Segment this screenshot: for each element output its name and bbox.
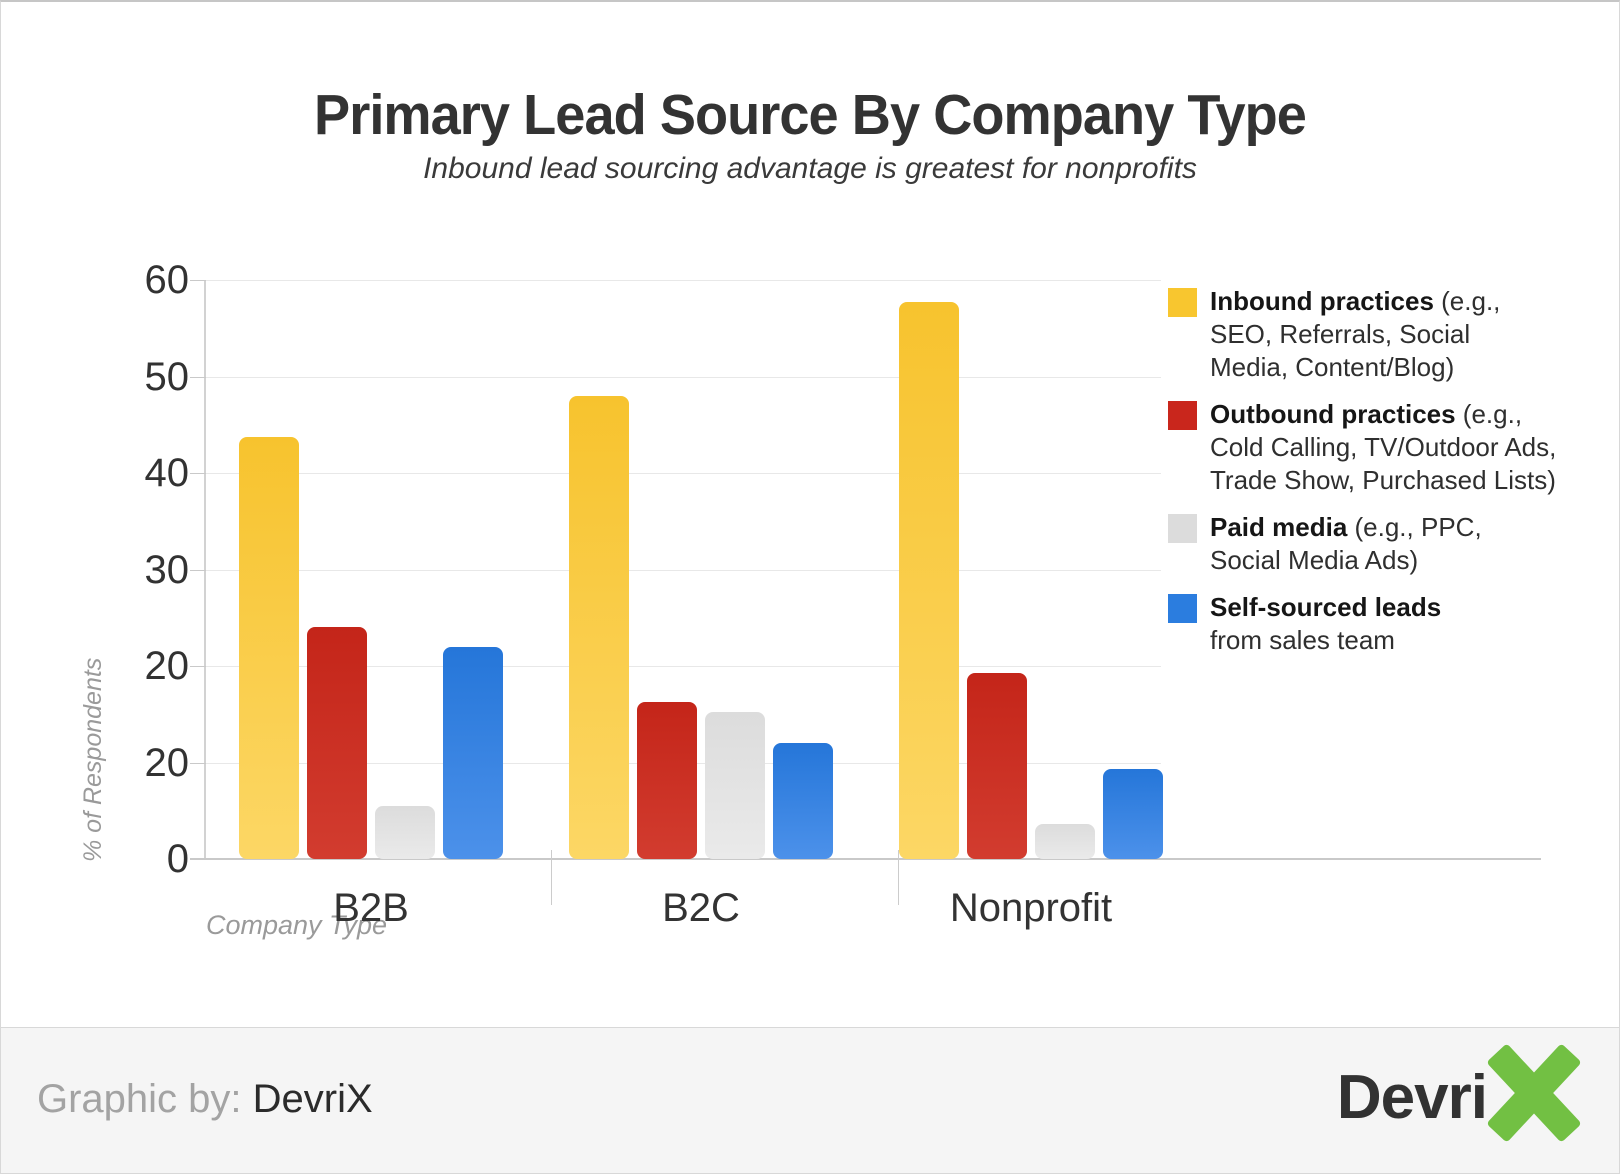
gridline [206, 570, 1161, 571]
legend-item-self-sourced: Self-sourced leads from sales team [1168, 591, 1610, 657]
credit-label: Graphic by: [37, 1077, 253, 1121]
y-tick-label: 40 [144, 451, 190, 495]
legend-swatch-paid-media [1168, 514, 1197, 543]
x-axis-baseline [190, 858, 1541, 860]
devrix-logo: Devri [1336, 1043, 1582, 1143]
legend-label-outbound: Outbound practices (e.g., Cold Calling, … [1210, 399, 1557, 495]
gridline [206, 377, 1161, 378]
bar-b2c-paid-media [705, 712, 765, 859]
bar-nonprofit-self-sourced-leads [1103, 769, 1163, 859]
y-tick-label: 30 [144, 548, 190, 592]
bar-b2b-paid-media [375, 806, 435, 859]
bar-nonprofit-paid-media [1035, 824, 1095, 859]
legend-label-self-sourced: Self-sourced leads from sales team [1210, 592, 1442, 655]
legend-label-inbound: Inbound practices (e.g., SEO, Referrals,… [1210, 286, 1501, 382]
y-axis-tick [190, 570, 206, 571]
gridline [206, 280, 1161, 281]
y-axis-tick [190, 377, 206, 378]
gridline [206, 666, 1161, 667]
bar-nonprofit-outbound-practices [967, 673, 1027, 859]
x-category-label-b2b: B2B [333, 886, 409, 930]
gridline [206, 473, 1161, 474]
y-tick-label: 20 [144, 644, 190, 688]
bar-b2b-outbound-practices [307, 627, 367, 859]
legend-item-inbound: Inbound practices (e.g., SEO, Referrals,… [1168, 285, 1610, 384]
y-tick-label: 50 [144, 355, 190, 399]
legend-label-paid-media: Paid media (e.g., PPC, Social Media Ads) [1210, 512, 1482, 575]
legend-swatch-outbound [1168, 401, 1197, 430]
chart-legend: Inbound practices (e.g., SEO, Referrals,… [1168, 285, 1610, 657]
y-tick-label: 0 [166, 837, 189, 881]
group-separator-tick [898, 850, 899, 905]
y-axis-tick [190, 280, 206, 281]
credit-line: Graphic by: DevriX [37, 1077, 373, 1122]
legend-item-paid-media: Paid media (e.g., PPC, Social Media Ads) [1168, 511, 1610, 577]
bar-b2c-self-sourced-leads [773, 743, 833, 859]
y-tick-label: 60 [144, 258, 190, 302]
group-separator-tick [551, 850, 552, 905]
bar-chart-plot-area: % of Respondents Company Type 60 50 40 30 20… [1, 2, 1619, 1002]
devrix-logo-text: Devri [1336, 1063, 1488, 1132]
devrix-logo-x-icon [1486, 1043, 1582, 1143]
x-category-label-nonprofit: Nonprofit [949, 886, 1113, 930]
legend-swatch-inbound [1168, 288, 1197, 317]
legend-swatch-self-sourced [1168, 594, 1197, 623]
footer-bar: Graphic by: DevriX Devri [1, 1027, 1619, 1173]
legend-item-outbound: Outbound practices (e.g., Cold Calling, … [1168, 398, 1610, 497]
y-axis-tick [190, 666, 206, 667]
bar-b2b-self-sourced-leads [443, 647, 503, 859]
bar-b2c-inbound-practices [569, 396, 629, 859]
y-axis-tick [190, 473, 206, 474]
chart-subtitle: Inbound lead sourcing advantage is great… [423, 152, 1197, 185]
x-axis-title: Company Type [206, 910, 388, 940]
bar-b2c-outbound-practices [637, 702, 697, 859]
y-axis-tick [190, 763, 206, 764]
credit-name: DevriX [252, 1077, 373, 1121]
y-tick-label: 20 [144, 741, 190, 785]
chart-title: Primary Lead Source By Company Type [314, 83, 1307, 147]
x-category-label-b2c: B2C [662, 886, 740, 930]
bar-b2b-inbound-practices [239, 437, 299, 859]
bar-nonprofit-inbound-practices [899, 302, 959, 859]
